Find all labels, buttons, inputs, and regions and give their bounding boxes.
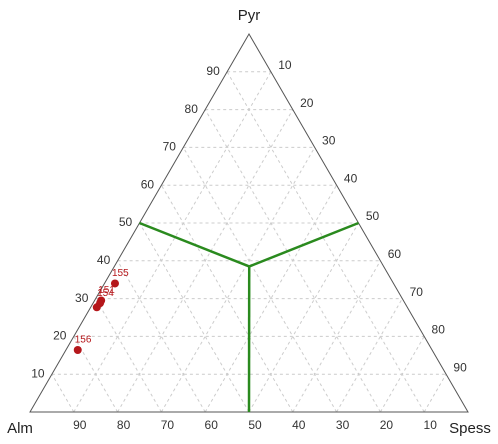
pyr-tick-label: 60 [141,177,155,191]
spess-tick-label: 50 [366,209,380,223]
grid-line [161,147,314,412]
alm-tick-label: 50 [248,418,262,432]
data-point [74,346,82,354]
boundary-line [140,223,250,266]
grid-line [74,72,271,412]
spess-tick-label: 40 [344,171,358,185]
grid-line [249,223,359,412]
grid-line [96,299,162,412]
alm-tick-label: 40 [292,418,306,432]
pyr-tick-label: 50 [119,215,133,229]
point-label: 155 [112,268,129,279]
boundary-line [249,223,358,266]
pyr-tick-label: 90 [206,64,220,78]
alm-tick-label: 70 [161,418,175,432]
grid-line [183,147,336,412]
spess-tick-label: 30 [322,134,336,148]
point-label: 154 [97,288,114,299]
spess-tick-label: 10 [278,58,292,72]
data-point [93,303,101,311]
point-label: 156 [75,335,92,346]
grid-line [337,299,403,412]
pyr-tick-label: 20 [53,329,67,343]
alm-tick-label: 80 [117,418,131,432]
spess-tick-label: 90 [453,360,467,374]
pyr-tick-label: 30 [75,291,89,305]
alm-tick-label: 30 [336,418,350,432]
alm-tick-label: 10 [424,418,438,432]
grid-line [424,374,446,412]
grid-line [52,374,74,412]
pyr-tick-label: 70 [163,140,177,154]
axis-title-top: Pyr [238,7,261,24]
alm-tick-label: 20 [380,418,394,432]
spess-tick-label: 60 [388,247,402,261]
spess-tick-label: 20 [300,96,314,110]
grid-line [140,223,250,412]
pyr-tick-label: 10 [31,366,45,380]
pyr-tick-label: 80 [185,102,199,116]
grid-line [227,72,424,412]
spess-tick-label: 80 [432,323,446,337]
alm-tick-label: 60 [205,418,219,432]
spess-tick-label: 70 [410,285,424,299]
pyr-tick-label: 40 [97,253,111,267]
axis-title-right: Spess [449,420,491,437]
axis-title-left: Alm [7,420,33,437]
alm-tick-label: 90 [73,418,87,432]
